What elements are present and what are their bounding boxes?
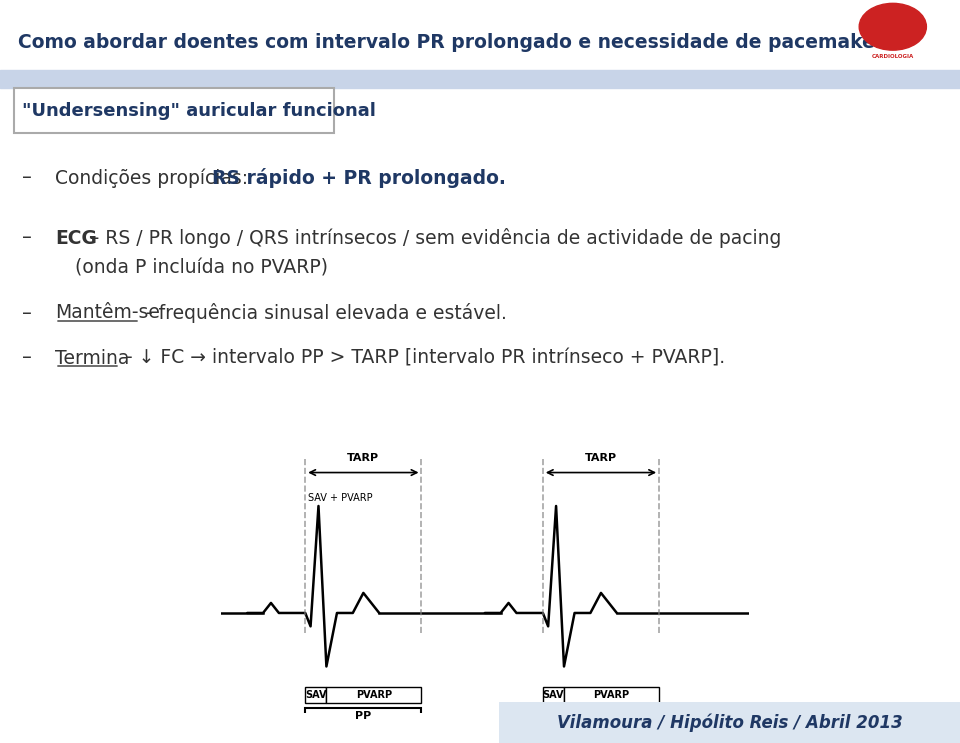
Text: Condições propícias:: Condições propícias:	[55, 168, 254, 188]
Ellipse shape	[859, 4, 926, 51]
Text: SAV: SAV	[305, 690, 326, 700]
FancyBboxPatch shape	[564, 687, 660, 703]
Text: –: –	[22, 348, 32, 368]
FancyBboxPatch shape	[305, 687, 326, 703]
Text: Termina: Termina	[55, 348, 130, 368]
Text: TARP: TARP	[585, 452, 617, 462]
Text: PVARP: PVARP	[593, 690, 630, 700]
Text: TARP: TARP	[348, 452, 379, 462]
FancyBboxPatch shape	[543, 687, 564, 703]
FancyBboxPatch shape	[326, 687, 421, 703]
Text: - ↓ FC → intervalo PP > TARP [intervalo PR intrínseco + PVARP].: - ↓ FC → intervalo PP > TARP [intervalo …	[120, 348, 725, 368]
Text: - frequência sinusal elevada e estável.: - frequência sinusal elevada e estável.	[140, 303, 507, 323]
Text: SAV + PVARP: SAV + PVARP	[308, 493, 372, 502]
Bar	[14, 88, 334, 133]
Text: –: –	[22, 169, 32, 187]
Text: SAV: SAV	[542, 690, 564, 700]
Text: PP: PP	[355, 711, 372, 721]
Text: –: –	[22, 229, 32, 247]
Text: "Undersensing" auricular funcional: "Undersensing" auricular funcional	[22, 102, 376, 120]
Text: Como abordar doentes com intervalo PR prolongado e necessidade de pacemaker?: Como abordar doentes com intervalo PR pr…	[18, 33, 895, 53]
Text: PVARP: PVARP	[356, 690, 392, 700]
FancyBboxPatch shape	[305, 708, 421, 724]
Text: ECG: ECG	[55, 229, 97, 247]
Text: –: –	[22, 303, 32, 322]
Text: Vilamoura / Hipólito Reis / Abril 2013: Vilamoura / Hipólito Reis / Abril 2013	[557, 713, 902, 732]
Text: (onda P incluída no PVARP): (onda P incluída no PVARP)	[75, 259, 328, 277]
Text: Mantêm-se: Mantêm-se	[55, 303, 160, 322]
Bar	[0, 70, 960, 78]
Text: CARDIOLOGIA: CARDIOLOGIA	[872, 54, 914, 59]
Text: RS rápido + PR prolongado.: RS rápido + PR prolongado.	[212, 168, 506, 188]
Bar	[0, 78, 960, 88]
Text: – RS / PR longo / QRS intrínsecos / sem evidência de actividade de pacing: – RS / PR longo / QRS intrínsecos / sem …	[84, 228, 780, 248]
